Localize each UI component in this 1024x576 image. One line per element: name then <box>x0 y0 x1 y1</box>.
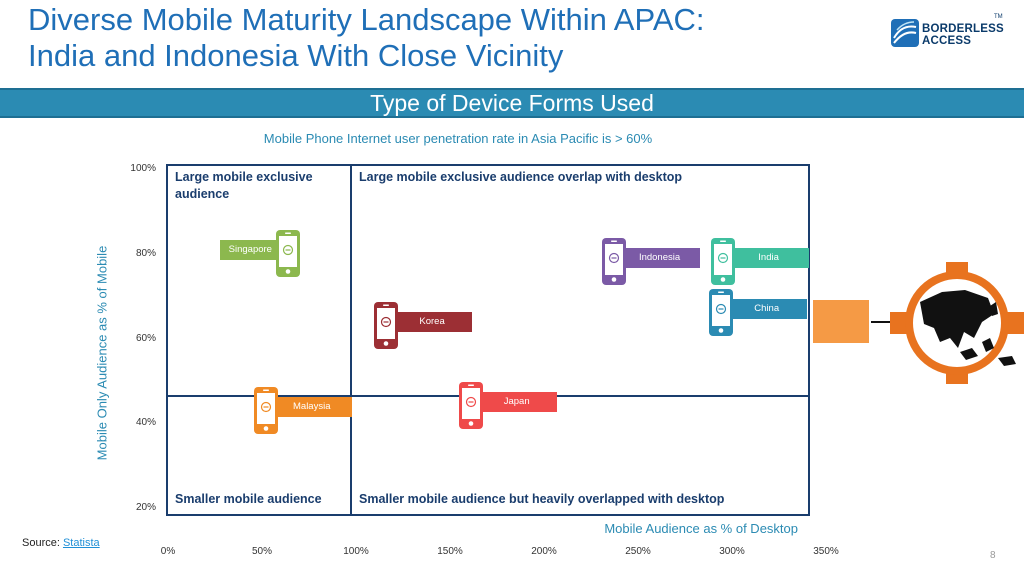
y-tick-label: 20% <box>135 502 156 513</box>
data-point-label: China <box>726 299 807 320</box>
page-number: 8 <box>990 550 996 561</box>
y-tick-label: 80% <box>135 247 156 259</box>
x-tick-label: 0% <box>160 546 176 557</box>
x-tick-label: 350% <box>813 546 839 557</box>
title-line-2: India and Indonesia With Close Vicinity <box>28 38 564 73</box>
source-note: Source: Statista <box>22 537 100 549</box>
quadrant-label-bottom-right: Smaller mobile audience but heavily over… <box>359 492 725 506</box>
data-point-label: Singapore <box>220 239 291 260</box>
x-axis-label: Mobile Audience as % of Desktop <box>604 521 798 536</box>
smartphone-icon <box>458 382 483 430</box>
y-tick-label: 100% <box>130 163 156 174</box>
quadrant-label-bottom-left: Smaller mobile audience <box>175 492 322 506</box>
source-label: Source: <box>22 537 63 549</box>
y-tick-label: 60% <box>135 332 156 344</box>
x-tick-label: 150% <box>437 546 463 557</box>
smartphone-icon <box>708 289 733 337</box>
logo-text-line-1: BORDERLESS <box>922 23 1004 35</box>
data-point-label: Malaysia <box>271 396 352 417</box>
quadrant-label-top-right: Large mobile exclusive audience overlap … <box>359 170 683 184</box>
y-tick-label: 40% <box>135 417 156 429</box>
x-tick-label: 250% <box>625 546 651 557</box>
section-banner: Type of Device Forms Used <box>0 88 1024 118</box>
x-tick-label: 100% <box>343 546 369 557</box>
quadrant-label-top-left: Large mobile exclusive audience <box>175 169 345 203</box>
data-point-label: Korea <box>392 311 473 332</box>
data-point-label: Indonesia <box>619 248 700 269</box>
smartphone-icon <box>710 238 735 286</box>
x-tick-label: 50% <box>251 546 272 557</box>
quadrant-divider-vertical <box>350 164 352 516</box>
smartphone-icon <box>276 229 301 277</box>
asia-map-target-icon <box>890 262 1024 384</box>
title-line-1: Diverse Mobile Maturity Landscape Within… <box>28 2 705 37</box>
x-tick-label: 300% <box>719 546 745 557</box>
source-link[interactable]: Statista <box>62 537 100 549</box>
smartphone-icon <box>374 301 399 349</box>
logo-trademark: TM <box>994 14 1003 20</box>
data-point-label: India <box>728 248 809 269</box>
logo-icon <box>891 19 919 47</box>
chart-subtitle: Mobile Phone Internet user penetration r… <box>263 131 653 146</box>
highlight-box <box>813 300 869 343</box>
borderless-access-logo: BORDERLESS ACCESS TM <box>890 14 1004 54</box>
data-point-label: Japan <box>476 392 557 413</box>
slide-title: Diverse Mobile Maturity Landscape Within… <box>28 2 705 74</box>
quadrant-label-top-left-line-1: Large mobile exclusive <box>175 170 313 184</box>
quadrant-label-top-left-line-2: audience <box>175 187 230 201</box>
logo-text-line-2: ACCESS <box>922 35 972 47</box>
plot-area <box>166 164 810 516</box>
x-tick-label: 200% <box>531 546 557 557</box>
y-axis-label: Mobile Only Audience as % of Mobile <box>94 245 110 461</box>
smartphone-icon <box>253 386 278 434</box>
smartphone-icon <box>601 238 626 286</box>
